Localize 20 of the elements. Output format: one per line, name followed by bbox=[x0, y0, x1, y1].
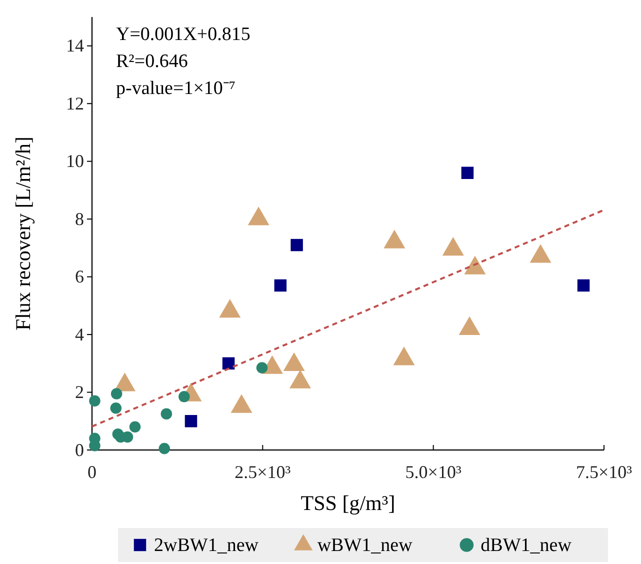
annotation: Y=0.001X+0.815 bbox=[116, 24, 250, 45]
x-tick-label: 0 bbox=[88, 462, 96, 482]
y-tick-label: 2 bbox=[75, 382, 84, 402]
y-tick-label: 14 bbox=[66, 36, 84, 56]
x-axis-title: TSS [g/m³] bbox=[300, 491, 396, 515]
legend-label: dBW1_new bbox=[480, 535, 572, 556]
y-axis-title: Flux recovery [L/m²/h] bbox=[11, 136, 35, 331]
y-tick-label: 10 bbox=[66, 151, 84, 172]
x-tick-label: 2.5×10³ bbox=[234, 462, 292, 482]
legend-label: 2wBW1_new bbox=[154, 535, 259, 556]
annotation: p-value=1×10⁻⁷ bbox=[116, 78, 236, 99]
y-tick-label: 0 bbox=[75, 440, 84, 460]
y-tick-label: 6 bbox=[75, 266, 84, 287]
x-tick-label: 5.0×10³ bbox=[405, 462, 462, 482]
y-tick-label: 12 bbox=[66, 93, 84, 114]
x-tick-label: 7.5×10³ bbox=[576, 462, 633, 482]
legend-label: wBW1_new bbox=[317, 535, 413, 556]
y-tick-label: 4 bbox=[75, 324, 84, 344]
annotation: R²=0.646 bbox=[116, 51, 188, 72]
y-tick-label: 8 bbox=[75, 208, 84, 229]
